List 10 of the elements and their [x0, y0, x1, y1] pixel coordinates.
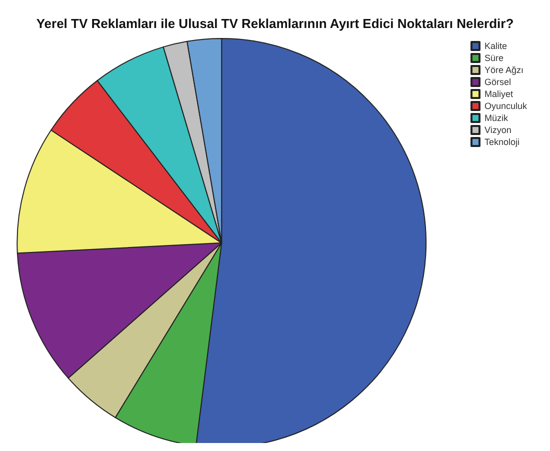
legend-label: Vizyon [484, 125, 512, 135]
legend-label: Görsel [484, 77, 511, 87]
legend-label: Yöre Ağzı [484, 65, 524, 75]
legend-label: Maliyet [484, 89, 514, 99]
legend-label: Süre [484, 53, 504, 63]
chart-title: Yerel TV Reklamları ile Ulusal TV Reklamlarının Ayırt Edici Noktaları Nelerdir? [36, 16, 514, 31]
legend-label: Oyunculuk [484, 101, 528, 111]
legend-label: Kalite [484, 41, 507, 51]
legend-label: Müzik [484, 113, 508, 123]
legend-label: Teknoloji [484, 137, 520, 147]
